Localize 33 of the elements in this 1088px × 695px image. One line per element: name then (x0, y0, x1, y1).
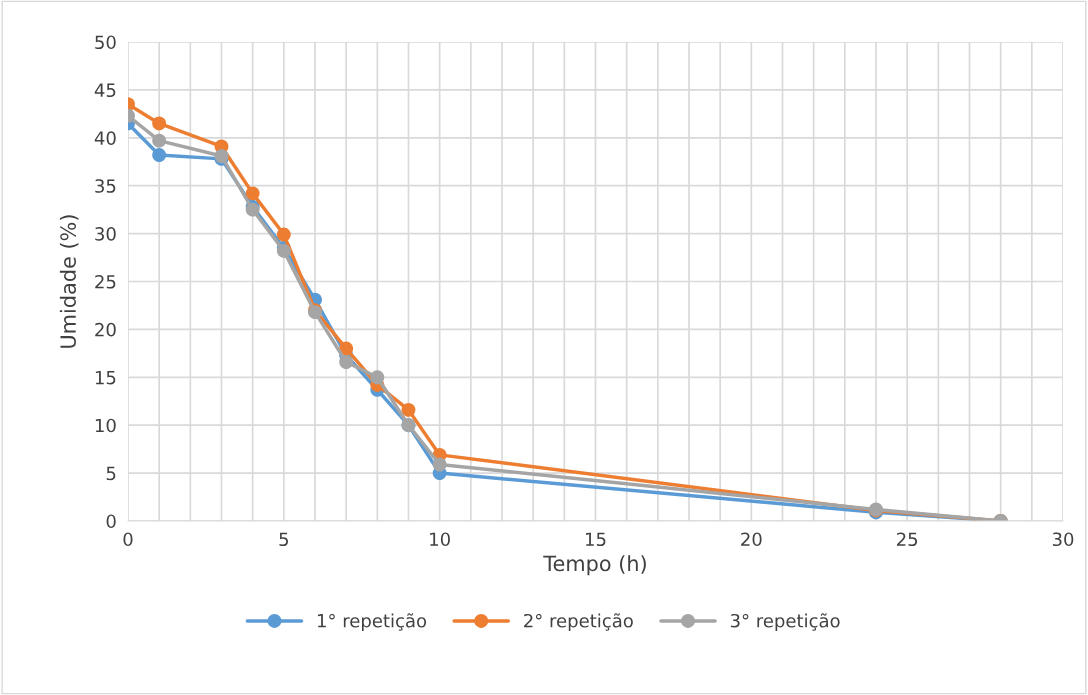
legend-label: 2° repetição (524, 613, 633, 632)
y-tick-label: 45 (94, 83, 116, 98)
x-axis-title: Tempo (h) (543, 555, 646, 576)
legend-label: 3° repetição (730, 613, 840, 632)
y-tick-label: 10 (95, 418, 116, 433)
y-tick-label: 5 (106, 466, 116, 481)
point (432, 457, 447, 472)
y-tick-label: 40 (94, 131, 116, 145)
y-tick-label: 25 (95, 274, 116, 289)
x-tick-label: 5 (279, 532, 288, 547)
x-tick-label: 0 (123, 532, 133, 547)
y-tick-label: 35 (95, 179, 116, 193)
x-tick-label: 20 (741, 532, 762, 547)
x-tick-label: 30 (1052, 532, 1074, 547)
point (152, 133, 167, 148)
y-tick-label: 50 (95, 35, 116, 50)
y-tick-label: 20 (95, 322, 116, 337)
y-axis-title: Umidade (%) (59, 215, 79, 348)
point (339, 355, 354, 369)
x-tick-label: 15 (586, 532, 606, 547)
legend-label: 1° repetição (317, 613, 427, 632)
y-tick-label: 15 (95, 371, 116, 385)
x-tick-label: 25 (897, 532, 918, 547)
point (152, 148, 167, 162)
y-tick-label: 30 (95, 227, 116, 241)
point (339, 341, 354, 356)
point (276, 227, 291, 242)
point (245, 186, 260, 201)
point (401, 402, 416, 417)
y-tick-label: 0 (106, 514, 116, 529)
point (370, 370, 385, 385)
x-tick-label: 10 (430, 532, 450, 547)
point (152, 116, 167, 131)
